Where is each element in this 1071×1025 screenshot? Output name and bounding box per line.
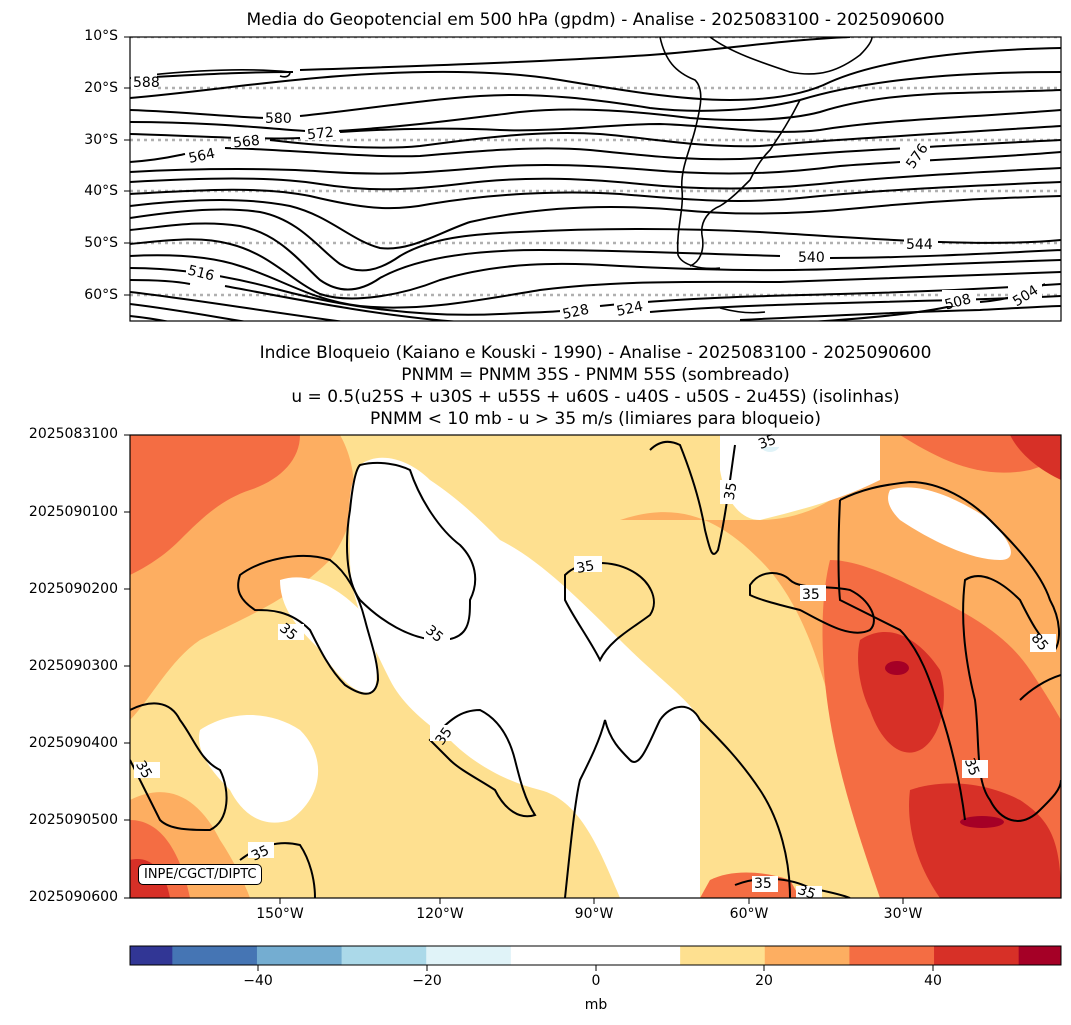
u-contour (346, 461, 477, 642)
u-contour-label: 35 (249, 843, 272, 865)
u-contour (428, 708, 537, 818)
top-y-tick: 50°S (84, 235, 118, 251)
u-contour (1019, 674, 1061, 701)
colorbar (129, 945, 1062, 971)
contour-label: 568 (232, 133, 260, 152)
contour-label: 544 (906, 237, 933, 253)
bottom-x-tick: 150°W (256, 906, 304, 922)
colorbar-segment (934, 946, 1020, 965)
bottom-heatmap: 35 35 35 35 35 35 35 35 35 35 35 35 85 (124, 432, 1062, 904)
contour-564 (130, 139, 1061, 163)
contour-520 (130, 291, 1061, 321)
contour-512 (130, 303, 961, 321)
contour-548 (130, 195, 1061, 250)
colorbar-segment (1018, 946, 1062, 965)
u-contour (130, 702, 228, 832)
bottom-y-tick: 2025090500 (28, 812, 118, 828)
shading-above-50 (885, 661, 1004, 828)
contour-568 (269, 125, 1061, 149)
contour-540 (130, 222, 1061, 291)
bottom-title-line: PNMM < 10 mb - u > 35 m/s (limiares para… (370, 409, 821, 429)
bottom-title-line: PNMM = PNMM 35S - PNMM 55S (sombreado) (401, 365, 790, 385)
bottom-y-tick: 2025090400 (28, 735, 118, 751)
colorbar-segment (595, 946, 681, 965)
top-y-tick: 20°S (84, 80, 118, 96)
u-contour-label: 35 (132, 758, 155, 781)
bottom-x-tick: 90°W (574, 906, 614, 922)
u-contour-label: 35 (575, 558, 595, 577)
u-contour (839, 480, 1061, 822)
contour-560 (130, 151, 1061, 175)
top-y-tick: 10°S (84, 28, 118, 44)
colorbar-tick: 40 (924, 973, 942, 989)
u-contour-label: 35 (756, 432, 778, 453)
contour-label: 588 (133, 75, 160, 91)
contour-584 (130, 47, 1061, 102)
u-contour (237, 554, 380, 695)
u-contour-label: 35 (961, 756, 982, 778)
coastline (149, 37, 873, 314)
shading-near-zero (199, 435, 1011, 898)
contour-label: 580 (265, 111, 292, 127)
u-contour (837, 499, 966, 821)
u-contour-label: 35 (802, 587, 820, 603)
u-contour (564, 705, 791, 898)
top-y-tick: 60°S (84, 287, 118, 303)
top-chart-title: Media do Geopotencial em 500 hPa (gpdm) … (246, 10, 945, 30)
u-contour-label: 35 (754, 876, 772, 892)
colorbar-tick: −40 (243, 973, 273, 989)
contour-label: 564 (187, 146, 217, 167)
bottom-title-line: u = 0.5(u25S + u30S + u55S + u60S - u40S… (291, 387, 900, 407)
u-index-contours (130, 440, 1061, 898)
contour-572 (130, 109, 1061, 140)
colorbar-segment (680, 946, 766, 965)
bottom-y-tick: 2025083100 (28, 426, 118, 442)
bottom-y-tick: 2025090300 (28, 658, 118, 674)
bottom-title-line: Indice Bloqueio (Kaiano e Kouski - 1990)… (259, 343, 932, 363)
colorbar-tick: −20 (412, 973, 442, 989)
contour-label: 540 (798, 250, 825, 266)
u-contour (649, 440, 736, 555)
u-contour (749, 572, 875, 634)
bottom-x-tick: 60°W (729, 906, 769, 922)
u-contour (564, 562, 655, 663)
geopotential-contours (130, 37, 1061, 321)
bottom-x-tick: 120°W (416, 906, 464, 922)
contour-580 (130, 71, 1061, 119)
credit-label: INPE/CGCT/DIPTC (138, 864, 263, 885)
top-map-frame (129, 36, 1062, 322)
colorbar-segment (341, 946, 427, 965)
contour-552 (130, 181, 1061, 210)
colorbar-segment (172, 946, 258, 965)
top-y-tick: 40°S (84, 183, 118, 199)
bottom-y-tick: 2025090600 (28, 889, 118, 905)
top-y-tick: 30°S (84, 132, 118, 148)
contour-556 (130, 167, 1061, 191)
contour-label: 508 (943, 291, 973, 313)
colorbar-segment (256, 946, 343, 965)
u-contour-label: 35 (722, 481, 741, 501)
contour-label: 524 (615, 299, 645, 320)
latitude-gridlines (130, 37, 1061, 297)
colorbar-segment (764, 946, 850, 965)
bottom-y-tick: 2025090100 (28, 504, 118, 520)
contour-label: 516 (186, 263, 216, 285)
colorbar-tick: 0 (591, 973, 601, 989)
contour-536 (130, 238, 1061, 300)
contour-label: 572 (306, 125, 334, 144)
bottom-y-tick: 2025090200 (28, 581, 118, 597)
top-map: 588 580 572 568 564 576 544 540 516 528 … (124, 36, 1062, 323)
colorbar-segment (510, 946, 596, 965)
contour-label: 528 (561, 302, 590, 323)
contour-532 (130, 254, 1061, 309)
colorbar-segment (849, 946, 935, 965)
bottom-x-tick: 30°W (883, 906, 923, 922)
colorbar-tick: 20 (755, 973, 773, 989)
colorbar-segment (130, 946, 173, 965)
colorbar-label: mb (584, 997, 608, 1013)
colorbar-segment (426, 946, 512, 965)
